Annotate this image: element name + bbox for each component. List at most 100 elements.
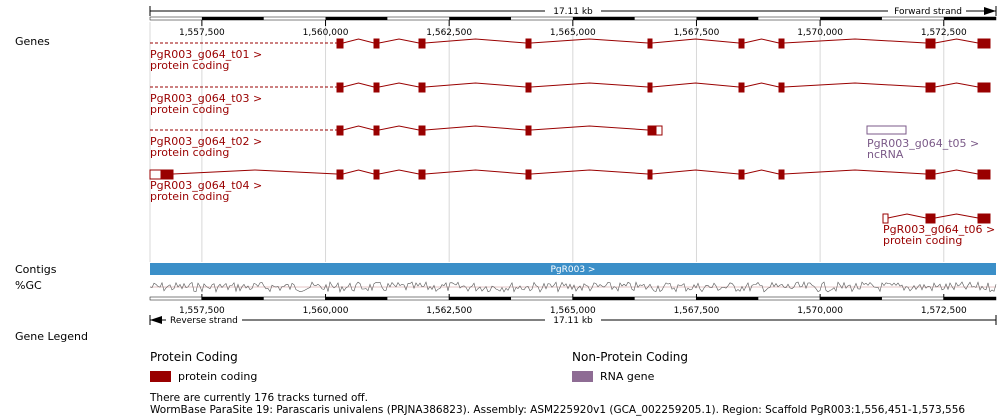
bottom-tick-label: 1,565,000 xyxy=(550,306,596,316)
transcript-id: PgR003_g064_t04 > xyxy=(150,179,262,192)
transcript-3[interactable]: PgR003_g064_t04 >protein coding xyxy=(149,169,991,203)
intron-line xyxy=(530,82,649,88)
bottom-scale-segment xyxy=(696,297,759,300)
transcript-0[interactable]: PgR003_g064_t01 >protein coding xyxy=(150,38,991,72)
intron-line xyxy=(342,169,375,175)
exon xyxy=(778,82,785,93)
exon xyxy=(525,38,532,49)
exon xyxy=(925,38,936,49)
transcript-biotype: ncRNA xyxy=(867,148,904,161)
intron-line xyxy=(783,169,927,175)
top-scale-segment xyxy=(572,17,635,20)
transcript-1[interactable]: PgR003_g064_t03 >protein coding xyxy=(150,82,991,116)
exon xyxy=(336,125,344,136)
intron-line xyxy=(651,38,740,44)
bottom-tick-label: 1,557,500 xyxy=(179,306,225,316)
legend-protein-coding-item: protein coding xyxy=(150,370,257,383)
top-scale-segment xyxy=(943,17,996,20)
intron-line xyxy=(424,38,527,44)
tracks-off-note: There are currently 176 tracks turned of… xyxy=(150,392,369,404)
intron-line xyxy=(378,82,420,88)
intron-line xyxy=(934,82,979,88)
exon xyxy=(977,169,991,180)
top-scale-segment xyxy=(696,17,759,20)
bottom-scale-segment xyxy=(572,297,635,300)
top-strand-label: Forward strand xyxy=(894,7,962,17)
exon xyxy=(647,125,657,136)
transcript-biotype: protein coding xyxy=(150,146,229,159)
top-length-label-bg xyxy=(545,6,601,16)
exon xyxy=(738,169,745,180)
exon xyxy=(525,125,532,136)
exon xyxy=(373,169,380,180)
transcript-id: PgR003_g064_t03 > xyxy=(150,92,262,105)
exon xyxy=(977,38,991,49)
intron-line xyxy=(743,38,780,44)
ncrna-exon xyxy=(866,125,907,135)
bottom-tick-label: 1,570,000 xyxy=(797,306,843,316)
intron-line xyxy=(378,169,420,175)
intron-line xyxy=(530,125,649,131)
bottom-strand-label: Reverse strand xyxy=(170,316,238,326)
bottom-tick-label: 1,560,000 xyxy=(303,306,349,316)
exon xyxy=(925,213,936,224)
intron-line xyxy=(934,38,979,44)
gridlines xyxy=(149,22,945,262)
exon xyxy=(778,38,785,49)
intron-line xyxy=(342,125,375,131)
intron-line xyxy=(934,169,979,175)
transcript-2[interactable]: PgR003_g064_t02 >protein coding xyxy=(150,125,663,159)
intron-line xyxy=(934,213,979,219)
intron-line xyxy=(342,38,375,44)
intron-line xyxy=(743,82,780,88)
intron-line xyxy=(378,125,420,131)
bottom-tick-label: 1,567,500 xyxy=(674,306,720,316)
intron-line xyxy=(424,169,527,175)
top-strand-label-bg xyxy=(888,6,966,16)
genes-track[interactable]: PgR003_g064_t01 >protein coding PgR003_g0… xyxy=(149,38,995,247)
legend-swatch-protein-coding xyxy=(150,371,171,382)
top-tick-label: 1,565,000 xyxy=(550,28,596,38)
top-scale-segment xyxy=(325,17,388,20)
intron-line xyxy=(530,169,649,175)
intron-line xyxy=(887,213,927,219)
top-tick-label: 1,572,500 xyxy=(921,28,967,38)
exon xyxy=(738,38,745,49)
top-tick-label: 1,557,500 xyxy=(179,28,225,38)
intron-line xyxy=(378,38,420,44)
bottom-tick-label: 1,572,500 xyxy=(921,306,967,316)
transcript-4[interactable]: PgR003_g064_t05 >ncRNA xyxy=(866,125,979,161)
contig-track[interactable]: PgR003 > xyxy=(150,263,996,275)
exon xyxy=(336,169,344,180)
bottom-scale-segment xyxy=(943,297,996,300)
intron-line xyxy=(651,169,740,175)
exon xyxy=(418,169,426,180)
exon xyxy=(647,82,653,93)
exon xyxy=(149,169,162,180)
track-label-genes[interactable]: Genes xyxy=(15,35,50,48)
intron-line xyxy=(783,38,927,44)
legend-non-protein-title: Non-Protein Coding xyxy=(572,350,689,364)
exon xyxy=(647,38,653,49)
legend-swatch-rna-gene xyxy=(572,371,593,382)
bottom-strand-arrow xyxy=(150,316,162,324)
legend-protein-coding-label: protein coding xyxy=(178,370,258,383)
track-label-gc[interactable]: %GC xyxy=(15,279,42,292)
exon xyxy=(373,38,380,49)
intron-line xyxy=(743,169,780,175)
exon xyxy=(977,213,991,224)
track-label-contigs[interactable]: Contigs xyxy=(15,263,57,276)
top-tick-label: 1,560,000 xyxy=(303,28,349,38)
intron-line xyxy=(172,169,338,175)
transcript-id: PgR003_g064_t05 > xyxy=(867,137,979,150)
top-tick-label: 1,562,500 xyxy=(426,28,472,38)
bottom-tick-label: 1,562,500 xyxy=(426,306,472,316)
transcript-5[interactable]: PgR003_g064_t06 >protein coding xyxy=(882,213,995,247)
intron-line xyxy=(783,82,927,88)
top-scale-segment xyxy=(449,17,512,20)
track-label-gene-legend[interactable]: Gene Legend xyxy=(15,330,88,343)
contig-bar[interactable] xyxy=(150,263,996,275)
exon xyxy=(778,169,785,180)
transcript-biotype: protein coding xyxy=(883,234,962,247)
